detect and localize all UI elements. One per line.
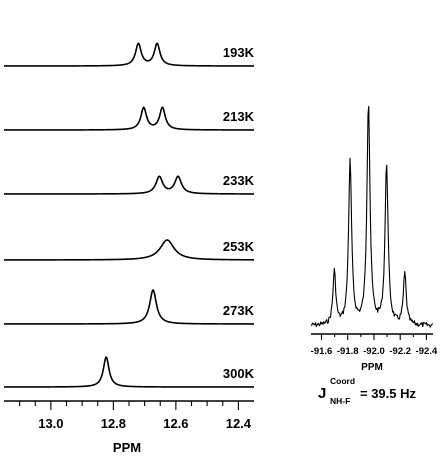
- right-x-axis-label: PPM: [361, 362, 383, 373]
- left-x-tick-label: 13.0: [38, 416, 63, 431]
- right-x-tick-label: -92.2: [389, 346, 411, 357]
- right-x-ticks: -91.6 -91.8 -92.0 -92.2 -92.4: [311, 334, 438, 357]
- left-x-tick-label: 12.6: [163, 416, 188, 431]
- fluorine-spectrum-trace: [310, 105, 433, 328]
- spectrum-trace-233K: [3, 175, 255, 195]
- spectrum-trace-273K: [3, 289, 255, 325]
- spectrum-trace-253K: [3, 239, 255, 261]
- left-x-tick-label: 12.8: [101, 416, 126, 431]
- coupling-constant-annotation: J Coord NH-F = 39.5 Hz: [318, 376, 417, 406]
- right-x-tick-label: -91.8: [337, 346, 359, 357]
- right-x-tick-label: -92.0: [363, 346, 385, 357]
- coupling-symbol: J: [318, 385, 326, 402]
- left-x-axis-label: PPM: [113, 440, 141, 455]
- temperature-label-253K: 253K: [223, 239, 255, 254]
- temperature-label-273K: 273K: [223, 303, 255, 318]
- coupling-subscript: NH-F: [330, 396, 350, 406]
- temperature-label-193K: 193K: [223, 45, 255, 60]
- spectra-traces: 193K 213K 233K 253K 273K 300K: [3, 42, 255, 388]
- variable-temperature-spectra-panel: 193K 213K 233K 253K 273K 300K 13.0 12.8 12.6 12.…: [3, 42, 255, 455]
- left-x-tick-label: 12.4: [226, 416, 252, 431]
- spectrum-trace-300K: [3, 356, 255, 388]
- spectrum-trace-213K: [3, 106, 255, 131]
- coupling-superscript: Coord: [330, 376, 355, 386]
- right-x-tick-label: -91.6: [311, 346, 333, 357]
- left-x-ticks: 13.0 12.8 12.6 12.4: [19, 401, 252, 431]
- right-x-tick-label: -92.4: [416, 346, 438, 357]
- fluorine-spectrum-panel: -91.6 -91.8 -92.0 -92.2 -92.4 PPM: [310, 105, 438, 373]
- temperature-label-233K: 233K: [223, 173, 255, 188]
- coupling-value: = 39.5 Hz: [360, 386, 417, 401]
- temperature-label-213K: 213K: [223, 109, 255, 124]
- spectrum-trace-193K: [3, 42, 255, 67]
- temperature-label-300K: 300K: [223, 366, 255, 381]
